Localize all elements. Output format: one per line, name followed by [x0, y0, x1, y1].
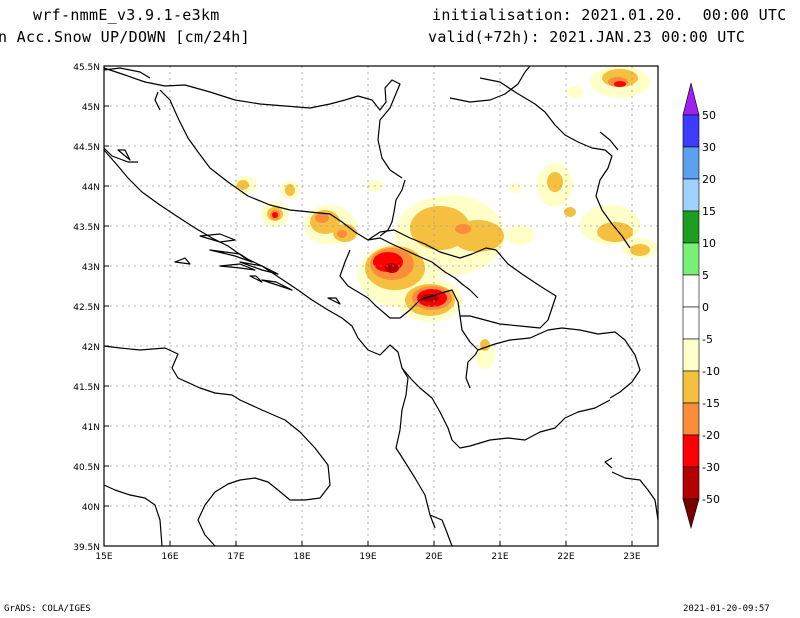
colorbar-swatch: [682, 274, 700, 308]
colorbar-swatch: [682, 434, 700, 468]
colorbar-label: -20: [702, 429, 720, 442]
valid-time: valid(+72h): 2021.JAN.23 00:00 UTC: [428, 28, 746, 46]
colorbar-label: 0: [702, 301, 709, 314]
lon-label: 17E: [227, 552, 244, 562]
lon-label: 16E: [161, 552, 178, 562]
colorbar-label: 50: [702, 109, 716, 122]
axis-ticks: [103, 65, 633, 547]
lon-label: 22E: [557, 552, 574, 562]
colorbar-swatch: [682, 466, 700, 500]
colorbar-swatch: [682, 210, 700, 244]
colorbar-swatch: [682, 306, 700, 340]
lat-label: 41N: [82, 423, 100, 433]
colorbar: [682, 82, 700, 530]
lon-label: 19E: [359, 552, 376, 562]
model-title: wrf-nmmE_v3.9.1-e3km: [33, 6, 220, 24]
colorbar-swatch: [682, 146, 700, 180]
lat-label: 43N: [82, 263, 100, 273]
lat-label: 40N: [82, 503, 100, 513]
lat-label: 42N: [82, 343, 100, 353]
init-time: initialisation: 2021.01.20. 00:00 UTC: [432, 6, 787, 24]
colorbar-label: -5: [702, 333, 713, 346]
latitude-labels: 45.5N 45N 44.5N 44N 43.5N 43N 42.5N 42N …: [73, 63, 100, 553]
snow-field: [233, 66, 658, 369]
longitude-labels: 15E 16E 17E 18E 19E 20E 21E 22E 23E: [95, 552, 640, 562]
colorbar-swatch: [682, 338, 700, 372]
lat-label: 45N: [82, 103, 100, 113]
variable-title: n Acc.Snow UP/DOWN [cm/24h]: [0, 28, 250, 46]
colorbar-label: -30: [702, 461, 720, 474]
colorbar-top-arrow: [682, 82, 700, 116]
colorbar-label: -50: [702, 493, 720, 506]
colorbar-label: 5: [702, 269, 709, 282]
colorbar-label: 30: [702, 141, 716, 154]
colorbar-swatch: [682, 402, 700, 436]
colorbar-swatch: [682, 370, 700, 404]
lat-label: 42.5N: [73, 303, 100, 313]
grid-lines: [104, 66, 658, 546]
lat-label: 45.5N: [73, 63, 100, 73]
lat-label: 39.5N: [73, 543, 100, 553]
colorbar-labels: 50 30 20 15 10 5 0 -5 -10 -15 -20 -30 -5…: [702, 109, 720, 506]
colorbar-swatch: [682, 178, 700, 212]
lon-label: 21E: [491, 552, 508, 562]
colorbar-bottom-arrow: [682, 498, 700, 530]
lat-label: 44N: [82, 183, 100, 193]
footer-timestamp: 2021-01-20-09:57: [683, 604, 770, 614]
lat-label: 40.5N: [73, 463, 100, 473]
colorbar-label: -10: [702, 365, 720, 378]
lon-label: 15E: [95, 552, 112, 562]
colorbar-label: 10: [702, 237, 716, 250]
colorbar-label: 15: [702, 205, 716, 218]
lon-label: 20E: [425, 552, 442, 562]
lon-label: 23E: [623, 552, 640, 562]
colorbar-swatch: [682, 242, 700, 276]
colorbar-swatch: [682, 114, 700, 148]
colorbar-label: 20: [702, 173, 716, 186]
colorbar-label: -15: [702, 397, 720, 410]
lat-label: 41.5N: [73, 383, 100, 393]
lat-label: 44.5N: [73, 143, 100, 153]
footer-credit: GrADS: COLA/IGES: [4, 604, 91, 614]
coastlines-borders: [103, 65, 659, 547]
lat-label: 43.5N: [73, 223, 100, 233]
lon-label: 18E: [293, 552, 310, 562]
